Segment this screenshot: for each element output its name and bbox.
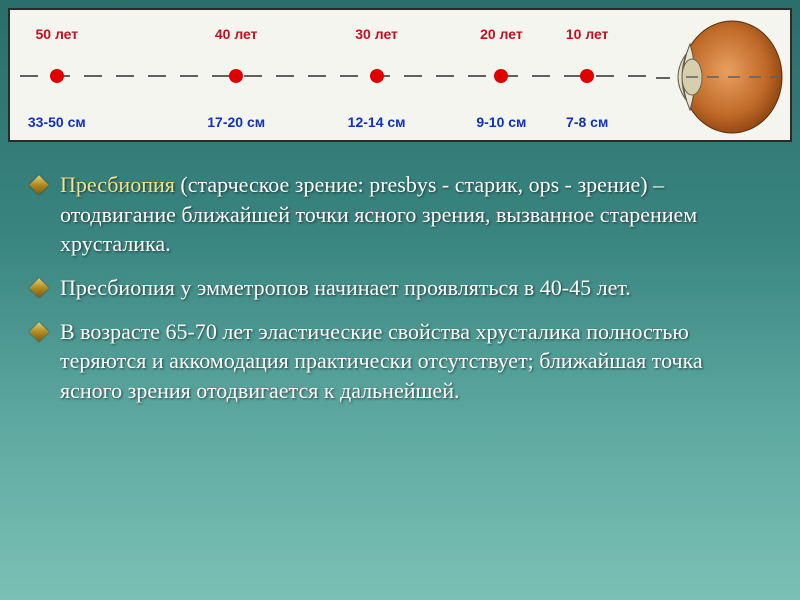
bullet-diamond-icon [29,278,49,298]
distance-label: 9-10 см [476,114,526,130]
age-label: 30 лет [355,26,398,42]
slide-text: Пресбиопия (старческое зрение: presbys -… [32,170,768,420]
bullet-diamond-icon [29,322,49,342]
distance-label: 12-14 см [348,114,406,130]
bullet-text: В возрасте 65-70 лет эластические свойст… [60,317,768,406]
bullet-rest: В возрасте 65-70 лет эластические свойст… [60,319,703,403]
focal-point [494,69,508,83]
age-label: 10 лет [566,26,609,42]
distance-label: 33-50 см [28,114,86,130]
bullet-item: Пресбиопия у эмметропов начинает проявля… [32,273,768,303]
presbyopia-diagram: 50 лет 33-50 см 40 лет 17-20 см 30 лет 12-14 … [8,8,792,142]
focal-point [229,69,243,83]
eye-illustration [656,14,784,140]
bullet-text: Пресбиопия у эмметропов начинает проявля… [60,273,631,303]
bullet-rest: Пресбиопия у эмметропов начинает проявля… [60,275,631,300]
bullet-item: В возрасте 65-70 лет эластические свойст… [32,317,768,406]
age-label: 20 лет [480,26,523,42]
age-label: 40 лет [215,26,258,42]
distance-label: 17-20 см [207,114,265,130]
focal-point [580,69,594,83]
term-highlight: Пресбиопия [60,172,175,197]
bullet-text: Пресбиопия (старческое зрение: presbys -… [60,170,768,259]
bullet-item: Пресбиопия (старческое зрение: presbys -… [32,170,768,259]
distance-label: 7-8 см [566,114,608,130]
bullet-diamond-icon [29,175,49,195]
focal-point [370,69,384,83]
focal-point [50,69,64,83]
age-label: 50 лет [35,26,78,42]
